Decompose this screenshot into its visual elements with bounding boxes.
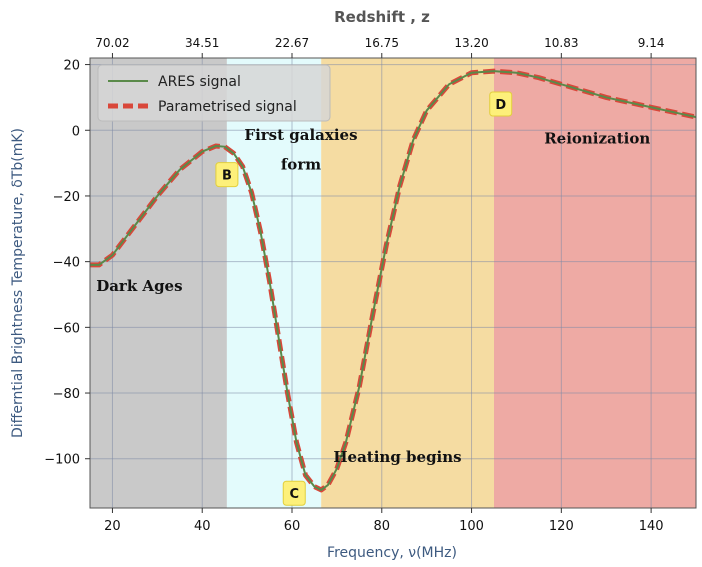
series-line-ares (90, 70, 697, 491)
region-band-3 (494, 58, 696, 508)
legend-label-ares: ARES signal (158, 74, 241, 90)
point-marker-box (215, 162, 239, 188)
x-tick-label: 40 (194, 519, 211, 534)
y-axis: 20 0 −20 −40 −60 −80 −100 (44, 59, 90, 468)
plot-border (89, 57, 697, 509)
y-tick-label: 20 (63, 59, 80, 74)
y-tick-label: −100 (44, 453, 80, 468)
y-tick-label: −60 (53, 321, 80, 336)
series-lines (90, 68, 697, 493)
point-marker-box (489, 91, 513, 117)
point-marker: D (489, 91, 513, 117)
point-marker-label: D (495, 98, 506, 113)
top-tick-label: 22.67 (275, 36, 309, 50)
era-annotation: Reionization (544, 129, 650, 147)
y-tick-label: −20 (53, 190, 80, 205)
era-annotation: Heating begins (333, 448, 461, 466)
point-marker-box (282, 480, 306, 506)
y-tick-label: −80 (53, 387, 80, 402)
x-tick-label: 100 (459, 519, 484, 534)
top-tick-label: 16.75 (365, 36, 399, 50)
region-band-1 (226, 58, 322, 508)
era-annotation: form (281, 156, 321, 174)
legend: ARES signal Parametrised signal (97, 64, 331, 122)
top-tick-label: 70.02 (95, 36, 129, 50)
y-tick-label: −40 (53, 256, 80, 271)
x-tick-label: 60 (284, 519, 301, 534)
y-tick-label: 0 (72, 124, 80, 139)
era-annotation: First galaxies (244, 126, 357, 144)
x-tick-label: 120 (549, 519, 574, 534)
point-marker: B (215, 162, 239, 188)
point-marker: C (282, 480, 306, 506)
grid (90, 58, 696, 508)
point-marker-label: C (289, 487, 299, 502)
top-tick-label: 10.83 (544, 36, 578, 50)
x-axis: 20 40 60 80 100 120 140 (104, 508, 664, 534)
background-regions (90, 58, 696, 508)
top-axis: 70.02 34.51 22.67 16.75 13.20 10.83 9.14 (95, 36, 664, 58)
markers: B C D (215, 91, 513, 506)
plot-frame (89, 57, 697, 509)
legend-label-parametrised: Parametrised signal (158, 99, 297, 115)
x-tick-label: 20 (104, 519, 121, 534)
top-tick-label: 13.20 (454, 36, 488, 50)
top-axis-title: Redshift , z (334, 8, 430, 26)
annotations: Dark Ages First galaxies form Heating begin… (96, 126, 650, 466)
era-annotation: Dark Ages (96, 277, 182, 295)
x-axis-title: Frequency, ν(MHz) (327, 545, 457, 561)
point-marker-label: B (222, 169, 232, 184)
y-axis-title: Differntial Brightness Temperature, δTb(… (10, 128, 26, 438)
top-tick-label: 9.14 (638, 36, 665, 50)
x-tick-label: 140 (639, 519, 664, 534)
legend-box (97, 64, 331, 122)
top-tick-label: 34.51 (185, 36, 219, 50)
x-tick-label: 80 (374, 519, 391, 534)
